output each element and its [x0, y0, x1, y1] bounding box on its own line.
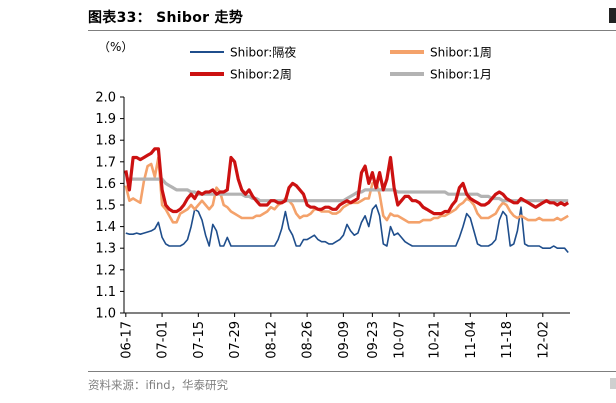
y-axis: 2.0 1.9 1.8 1.7 1.6 1.5 1.4 1.3 1.2 1.1 1.0	[95, 91, 125, 322]
chart-legend: Shibor:隔夜 Shibor:1周 Shibor:2周 Shibor:1月	[190, 45, 492, 82]
series-line-one-week	[124, 156, 569, 224]
y-tick-label: 1.7	[95, 155, 116, 170]
legend-label: Shibor:1周	[430, 46, 492, 60]
legend-label: Shibor:隔夜	[230, 45, 296, 60]
series-line-two-week	[124, 147, 570, 216]
y-tick-label: 1.6	[95, 177, 116, 192]
adjacent-panel-edge	[609, 8, 616, 23]
source-note: 资料来源：ifind，华泰研究	[88, 378, 229, 392]
x-tick-label: 08-12	[264, 321, 279, 359]
y-tick-label: 2.0	[95, 91, 116, 106]
y-axis-unit-label: （%）	[98, 40, 133, 54]
x-tick-label: 06-17	[119, 321, 134, 359]
x-tick-label: 11-04	[464, 321, 479, 359]
y-tick-label: 1.4	[95, 220, 116, 235]
y-tick-label: 1.3	[95, 242, 116, 257]
y-tick-label: 1.8	[95, 134, 116, 149]
x-tick-label: 08-26	[301, 321, 316, 359]
series-layer	[124, 147, 570, 254]
figure-title: 图表33： Shibor 走势	[88, 10, 244, 26]
y-tick-label: 1.9	[95, 112, 116, 127]
x-tick-label: 10-07	[393, 321, 408, 359]
series-line-overnight	[125, 204, 569, 254]
x-tick-label: 07-15	[192, 321, 207, 359]
y-tick-label: 1.1	[95, 285, 116, 300]
x-tick-label: 09-09	[337, 321, 352, 359]
adjacent-panel-edge-bottom	[610, 378, 616, 389]
y-tick-label: 1.5	[95, 199, 116, 214]
x-tick-label: 09-23	[366, 321, 381, 359]
legend-label: Shibor:2周	[230, 68, 292, 82]
x-tick-label: 07-29	[228, 321, 243, 359]
x-tick-label: 07-01	[156, 321, 171, 359]
legend-label: Shibor:1月	[430, 68, 492, 82]
x-tick-label: 12-02	[536, 321, 551, 359]
y-tick-label: 1.0	[95, 307, 116, 322]
x-tick-label: 10-21	[428, 321, 443, 359]
x-axis: 06-17 07-01 07-15 07-29 08-12 08-26 09-09 09-23…	[119, 312, 570, 359]
title-divider	[88, 30, 616, 31]
footer-divider	[88, 371, 616, 372]
y-tick-label: 1.2	[95, 263, 116, 278]
x-tick-label: 11-18	[500, 321, 515, 359]
